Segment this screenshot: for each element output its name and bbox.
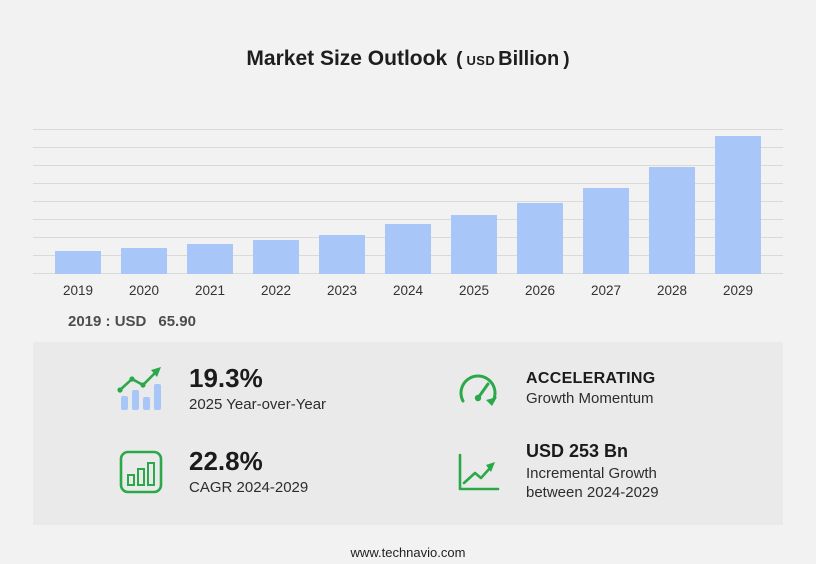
page-title: Market Size Outlook (USD Billion) [0,36,816,73]
stat-value: ACCELERATING [526,369,656,387]
bars [33,129,783,274]
bar-2029 [715,136,761,274]
stat-year-over-year: 19.3% 2025 Year-over-Year [115,364,434,414]
chart-plot-area [33,129,783,274]
stat-value: USD 253 Bn [526,441,629,462]
title-paren-open: ( [456,49,463,70]
step-growth-icon [452,450,504,494]
stat-text: ACCELERATING Growth Momentum [526,370,656,409]
bar-2024 [385,224,431,274]
title-paren-close: ) [563,49,570,70]
stat-growth-momentum: ACCELERATING Growth Momentum [434,364,753,414]
bar-slot [177,129,243,274]
stat-value: 19.3% [189,363,263,393]
stat-incremental-growth: USD 253 Bn Incremental Growth between 20… [434,442,753,502]
bar-slot [243,129,309,274]
x-axis-labels: 2019 2020 2021 2022 2023 2024 2025 2026 2027 2028… [33,283,783,298]
bar-2020 [121,248,167,274]
bar-slot [705,129,771,274]
x-axis-label-2020: 2020 [128,283,160,298]
bar-slot [45,129,111,274]
title-unit: Billion [498,48,560,70]
bar-slot [441,129,507,274]
stat-label: Growth Momentum [526,390,654,408]
x-axis-label-2025: 2025 [458,283,490,298]
infographic: Market Size Outlook (USD Billion) 2019 2020… [0,36,816,564]
bar-2026 [517,203,563,274]
stat-label: 2025 Year-over-Year [189,395,327,413]
stat-text: USD 253 Bn Incremental Growth between 20… [526,442,711,502]
bar-slot [309,129,375,274]
base-year-value: 65.90 [158,313,196,330]
bar-2027 [583,188,629,274]
stats-panel: 19.3% 2025 Year-over-Year ACCELERATING G… [33,342,783,525]
bar-slot [507,129,573,274]
bar-2023 [319,235,365,274]
x-axis-label-2029: 2029 [722,283,754,298]
stat-text: 22.8% CAGR 2024-2029 [189,447,308,497]
x-axis-label-2026: 2026 [524,283,556,298]
bar-2019 [55,251,101,274]
bar-slot [639,129,705,274]
speedometer-icon [452,368,504,410]
footer-url: www.technavio.com [350,545,466,560]
base-year-annotation: 2019 : USD 65.90 [68,313,816,330]
stat-text: 19.3% 2025 Year-over-Year [189,364,326,414]
x-axis-label-2023: 2023 [326,283,358,298]
bar-2028 [649,167,695,274]
base-year-label: 2019 : USD [68,313,147,330]
bar-slot [375,129,441,274]
x-axis-label-2028: 2028 [656,283,688,298]
framed-bar-chart-icon [115,449,167,495]
stat-label: CAGR 2024-2029 [189,478,309,496]
stat-value: 22.8% [189,446,263,477]
x-axis-label-2024: 2024 [392,283,424,298]
bar-chart: 2019 2020 2021 2022 2023 2024 2025 2026 2027 2028… [33,129,783,298]
bar-slot [111,129,177,274]
x-axis-label-2022: 2022 [260,283,292,298]
x-axis-label-2019: 2019 [62,283,94,298]
bar-2025 [451,215,497,274]
stat-cagr: 22.8% CAGR 2024-2029 [115,442,434,502]
x-axis-label-2027: 2027 [590,283,622,298]
stat-label: Incremental Growth between 2024-2029 [526,465,659,501]
title-main: Market Size Outlook [246,47,448,70]
bar-2022 [253,240,299,274]
title-currency: USD [466,53,496,68]
bar-2021 [187,244,233,274]
bar-slot [573,129,639,274]
x-axis-label-2021: 2021 [194,283,226,298]
growth-bars-icon [115,366,167,412]
